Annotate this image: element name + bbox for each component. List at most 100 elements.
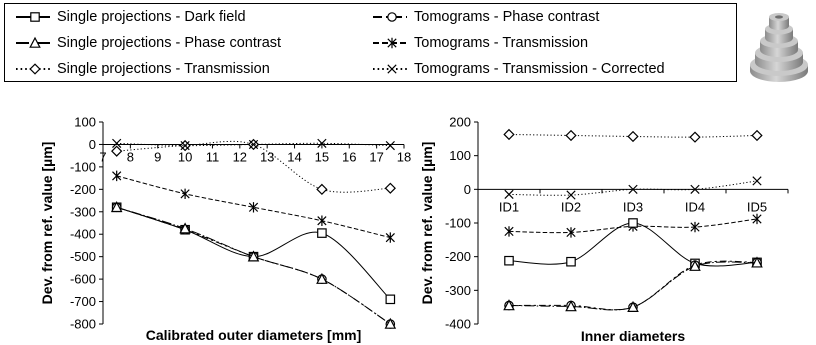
- legend-swatch-sp-df: [16, 12, 50, 22]
- data-point-tomograms-transmission: [752, 213, 762, 225]
- y-axis-title: Dev. from ref. value [µm]: [419, 142, 435, 305]
- legend-entry-tomo-tr: Tomograms - Transmission: [372, 31, 588, 55]
- data-point-single-projections-dark-field: [504, 255, 514, 266]
- y-tick-label: -600: [70, 272, 96, 287]
- legend-marker-sp-tr: [29, 63, 41, 75]
- data-point-tomograms-transmission: [248, 202, 259, 213]
- series-line-tomograms-transmission: [116, 175, 391, 239]
- y-tick-label: -800: [70, 317, 96, 332]
- legend-label-tomo-tr: Tomograms - Transmission: [414, 35, 589, 51]
- data-point-single-projections-phase-contrast: [689, 259, 701, 271]
- legend-marker-sp-pc: [29, 36, 41, 48]
- legend-marker-tomo-tr: [387, 37, 397, 49]
- data-point-tomograms-transmission-corrected: [752, 176, 762, 186]
- y-tick-label: -100: [445, 216, 471, 231]
- data-point-tomograms-transmission: [690, 221, 700, 233]
- data-point-single-projections-dark-field: [628, 218, 638, 228]
- x-tick-label: ID3: [623, 199, 643, 214]
- data-point-single-projections-transmission: [627, 130, 639, 143]
- series-line-tomograms-transmission-corrected: [508, 180, 758, 196]
- y-tick-label: -300: [70, 204, 96, 219]
- y-tick-label: 200: [449, 115, 471, 130]
- chart-inner-diameters: 200 100 0 -100 -200 -300 -400 ID1 ID2 ID3 ID4 ID5 In…: [419, 115, 789, 344]
- data-point-single-projections-transmission: [384, 182, 396, 194]
- data-point-single-projections-phase-contrast: [503, 299, 515, 311]
- legend-swatch-tomo-trc: [373, 64, 407, 74]
- x-tick-label: 10: [178, 149, 192, 164]
- y-tick-label: -400: [70, 227, 96, 242]
- data-point-single-projections-dark-field: [385, 294, 396, 305]
- data-point-tomograms-transmission-corrected: [248, 139, 259, 150]
- data-point-single-projections-transmission: [565, 129, 577, 142]
- data-point-single-projections-phase-contrast: [565, 300, 577, 312]
- x-tick-label: 14: [287, 149, 301, 164]
- data-point-single-projections-transmission: [316, 183, 328, 195]
- data-point-tomograms-transmission: [180, 188, 190, 200]
- data-point-single-projections-dark-field: [317, 228, 327, 238]
- y-tick-label: -400: [445, 317, 471, 332]
- legend-label-sp-tr: Single projections - Transmission: [57, 61, 270, 77]
- legend-marker-sp-df: [30, 12, 40, 22]
- legend-label-tomo-trc: Tomograms - Transmission - Corrected: [414, 61, 665, 77]
- data-point-single-projections-phase-contrast: [316, 272, 328, 284]
- data-point-tomograms-transmission-corrected: [628, 184, 638, 194]
- legend-label-tomo-pc: Tomograms - Phase contrast: [414, 9, 600, 25]
- data-point-single-projections-phase-contrast: [247, 250, 260, 262]
- legend-entry-sp-df: Single projections - Dark field: [15, 5, 246, 29]
- x-tick-label: 15: [315, 149, 329, 164]
- y-axis-title: Dev. from ref. value [µm]: [39, 142, 55, 305]
- data-point-tomograms-transmission: [317, 215, 327, 226]
- legend-label-sp-df: Single projections - Dark field: [57, 9, 246, 25]
- data-point-tomograms-transmission-corrected: [180, 140, 190, 151]
- legend-entry-sp-pc: Single projections - Phase contrast: [15, 31, 281, 55]
- x-tick-label: 9: [154, 149, 161, 164]
- legend-marker-tomo-pc: [387, 12, 397, 22]
- x-axis-title: Calibrated outer diameters [mm]: [146, 327, 362, 343]
- chart-outer-diameters: 100 0 -100 -200 -300 -400 -500 -600 -700 -800 7 8 9 1…: [39, 115, 411, 344]
- series-line-single-projections-phase-contrast: [116, 206, 391, 325]
- data-point-tomograms-transmission: [566, 227, 576, 238]
- data-point-tomograms-transmission: [385, 232, 395, 243]
- legend-swatch-sp-tr: [16, 63, 50, 75]
- y-tick-label: -700: [70, 294, 96, 309]
- y-tick-label: -300: [445, 283, 471, 298]
- legend-swatch-tomo-tr: [373, 37, 407, 49]
- legend-entry-tomo-pc: Tomograms - Phase contrast: [372, 5, 599, 29]
- data-point-tomograms-transmission: [112, 170, 122, 182]
- legend: Single projections - Dark field Tomogram…: [4, 3, 737, 82]
- y-tick-label: -200: [445, 249, 471, 264]
- x-tick-label: 18: [397, 149, 411, 164]
- x-tick-label: ID4: [685, 199, 705, 214]
- legend-label-sp-pc: Single projections - Phase contrast: [57, 35, 282, 51]
- x-tick-label: 11: [206, 149, 220, 164]
- data-point-tomograms-transmission-corrected: [504, 189, 514, 200]
- y-tick-label: 0: [89, 137, 96, 152]
- data-point-single-projections-transmission: [503, 128, 515, 141]
- y-tick-label: -200: [70, 182, 96, 197]
- legend-marker-tomo-trc: [387, 64, 397, 74]
- data-point-single-projections-phase-contrast: [384, 317, 397, 329]
- data-point-tomograms-transmission: [504, 226, 514, 237]
- legend-swatch-tomo-pc: [373, 12, 407, 22]
- data-point-single-projections-phase-contrast: [179, 222, 191, 234]
- series-line-single-projections-transmission: [508, 133, 758, 138]
- data-point-tomograms-transmission-corrected: [317, 138, 327, 148]
- data-point-single-projections-phase-contrast: [627, 300, 639, 312]
- x-tick-label: ID5: [747, 199, 767, 214]
- x-axis-title: Inner diameters: [581, 328, 685, 344]
- y-tick-label: 100: [74, 115, 96, 130]
- data-point-single-projections-phase-contrast: [751, 256, 763, 268]
- data-point-single-projections-transmission: [111, 145, 123, 157]
- data-point-single-projections-transmission: [689, 131, 701, 143]
- stepped-cylinder-icon: [750, 13, 808, 82]
- x-tick-label: ID2: [561, 199, 581, 214]
- data-point-single-projections-dark-field: [566, 256, 576, 267]
- x-tick-label: 16: [342, 149, 356, 164]
- y-tick-label: -500: [70, 249, 96, 264]
- y-tick-label: 0: [464, 182, 471, 197]
- series-line-tomograms-phase-contrast: [116, 206, 391, 325]
- y-tick-label: 100: [449, 148, 471, 163]
- data-point-tomograms-transmission-corrected: [690, 184, 700, 194]
- legend-swatch-sp-pc: [16, 36, 50, 48]
